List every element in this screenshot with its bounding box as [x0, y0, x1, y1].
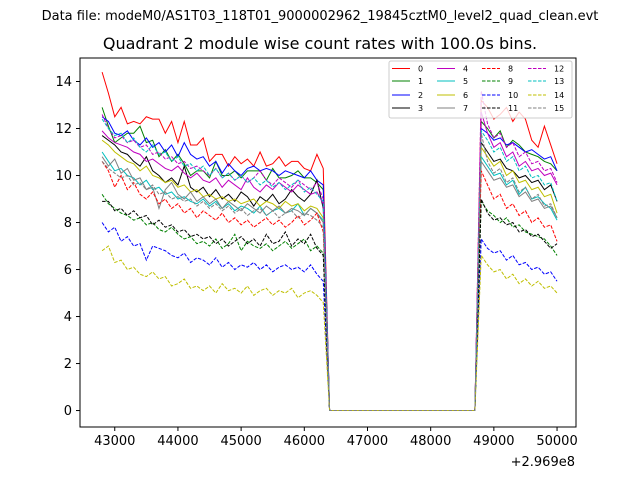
legend-label-8: 8 [508, 65, 513, 74]
legend-label-6: 6 [463, 91, 468, 100]
legend-label-2: 2 [418, 91, 423, 100]
chart-title: Quadrant 2 module wise count rates with … [103, 34, 537, 53]
y-tick-label: 4 [64, 310, 72, 325]
y-tick-label: 0 [64, 404, 72, 419]
x-tick-label: 45000 [220, 434, 261, 449]
legend-label-10: 10 [508, 91, 518, 100]
axes-frame [79, 57, 577, 428]
x-tick-label: 47000 [347, 434, 388, 449]
legend-box [388, 60, 573, 119]
x-tick-label: 48000 [410, 434, 451, 449]
legend-label-9: 9 [508, 77, 513, 86]
legend-label-12: 12 [554, 65, 564, 74]
legend-label-0: 0 [418, 65, 423, 74]
legend-label-14: 14 [554, 91, 564, 100]
series-line-15 [101, 133, 558, 412]
y-tick-label: 12 [55, 122, 72, 137]
x-offset-label: +2.969e8 [511, 455, 575, 470]
chart-suptitle: Data file: modeM0/AS1T03_118T01_90000029… [42, 9, 599, 24]
legend-label-7: 7 [463, 104, 468, 113]
x-tick-label: 44000 [157, 434, 198, 449]
x-tick-label: 49000 [473, 434, 514, 449]
legend-label-13: 13 [554, 77, 564, 86]
legend-label-4: 4 [463, 65, 468, 74]
y-tick-label: 14 [55, 75, 72, 90]
x-tick-label: 43000 [94, 434, 135, 449]
y-tick-label: 10 [55, 169, 72, 184]
x-tick-label: 46000 [284, 434, 325, 449]
x-axis: 43000 44000 45000 46000 47000 48000 49000 50000 [94, 427, 578, 449]
y-tick-label: 2 [64, 357, 72, 372]
x-tick-label: 50000 [536, 434, 577, 449]
legend-label-5: 5 [463, 77, 468, 86]
y-tick-label: 8 [64, 216, 72, 231]
legend-label-3: 3 [418, 104, 423, 113]
y-axis: 0 2 4 6 8 10 12 14 [55, 75, 80, 419]
legend-label-11: 11 [508, 104, 518, 113]
legend-label-15: 15 [554, 104, 564, 113]
series-lines [101, 71, 558, 412]
y-tick-label: 6 [64, 263, 72, 278]
legend-label-1: 1 [418, 77, 423, 86]
